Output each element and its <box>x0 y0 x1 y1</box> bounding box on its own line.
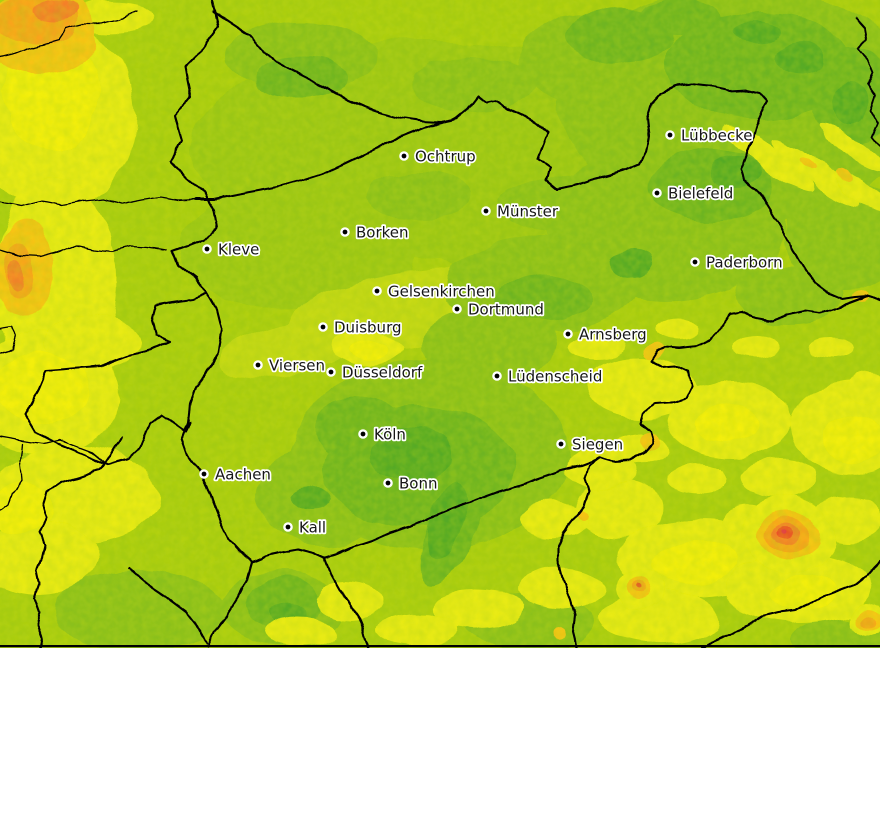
city-dot <box>492 371 502 381</box>
city-marker: Siegen <box>556 434 625 455</box>
city-label: Ochtrup <box>415 148 476 166</box>
city-dot <box>652 188 662 198</box>
city-dot <box>399 151 409 161</box>
map-bottom-frame <box>0 645 880 648</box>
city-label: Lüdenscheid <box>508 368 602 386</box>
city-marker: Arnsberg <box>563 324 648 345</box>
city-label: Köln <box>374 426 406 444</box>
city-marker: Duisburg <box>318 317 403 338</box>
city-marker: Paderborn <box>690 252 784 273</box>
city-dot <box>665 130 675 140</box>
city-marker: Dortmund <box>452 299 546 320</box>
city-marker: Gelsenkirchen <box>372 281 496 302</box>
city-marker: Lüdenscheid <box>492 366 604 387</box>
field-speckle-green <box>0 0 880 648</box>
city-marker: Viersen <box>253 355 327 376</box>
city-label: Borken <box>356 224 409 242</box>
city-label: Kleve <box>218 241 259 259</box>
city-dot <box>340 227 350 237</box>
city-marker: Kleve <box>202 239 261 260</box>
city-label: Münster <box>497 203 559 221</box>
city-marker: Bielefeld <box>652 183 735 204</box>
city-marker: Borken <box>340 222 410 243</box>
city-marker: Aachen <box>199 464 273 485</box>
city-marker: Bonn <box>383 473 439 494</box>
city-label: Bonn <box>399 475 437 493</box>
city-dot <box>202 244 212 254</box>
city-label: Düsseldorf <box>342 364 423 382</box>
city-dot <box>383 478 393 488</box>
city-dot <box>690 257 700 267</box>
city-label: Paderborn <box>706 254 783 272</box>
city-dot <box>563 329 573 339</box>
city-dot <box>452 304 462 314</box>
legend-footer: Windböen (in km/h) Modell: ICON-D2 09z, … <box>0 648 880 830</box>
city-marker: Kall <box>283 517 328 538</box>
city-dot <box>556 439 566 449</box>
city-label: Bielefeld <box>668 185 733 203</box>
city-marker: Düsseldorf <box>326 362 425 383</box>
city-dot <box>199 469 209 479</box>
city-dot <box>372 286 382 296</box>
city-label: Aachen <box>215 466 271 484</box>
city-label: Gelsenkirchen <box>388 283 495 301</box>
city-markers: Lübbecke Ochtrup Bielefeld Münster Borken Kle… <box>199 125 784 538</box>
city-label: Duisburg <box>334 319 402 337</box>
city-marker: Münster <box>481 201 561 222</box>
city-dot <box>481 206 491 216</box>
city-dot <box>358 429 368 439</box>
country-state-borders <box>0 0 880 648</box>
city-label: Kall <box>299 519 326 537</box>
city-dot <box>318 322 328 332</box>
city-dot <box>326 367 336 377</box>
city-dot <box>283 522 293 532</box>
city-marker: Lübbecke <box>665 125 754 146</box>
city-marker: Ochtrup <box>399 146 477 167</box>
city-label: Viersen <box>269 357 325 375</box>
city-label: Lübbecke <box>681 127 753 145</box>
wind-gust-map: Lübbecke Ochtrup Bielefeld Münster Borken Kle… <box>0 0 880 648</box>
city-label: Arnsberg <box>579 326 647 344</box>
map-canvas: Lübbecke Ochtrup Bielefeld Münster Borken Kle… <box>0 0 880 648</box>
city-dot <box>253 360 263 370</box>
city-label: Siegen <box>572 436 623 454</box>
city-label: Dortmund <box>468 301 544 319</box>
city-marker: Köln <box>358 424 408 445</box>
